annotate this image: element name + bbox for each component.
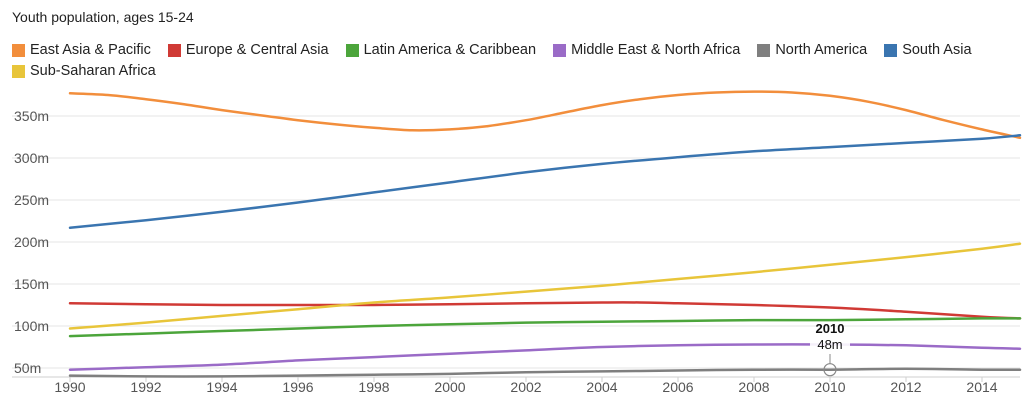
legend-swatch [553, 44, 567, 57]
x-tick-label: 2012 [890, 379, 921, 395]
tooltip-year: 2010 [816, 321, 845, 336]
legend-label: Europe & Central Asia [185, 42, 329, 58]
legend-item-latin-america-caribbean[interactable]: Latin America & Caribbean [345, 40, 537, 61]
y-tick-label: 350m [14, 108, 49, 124]
x-tick-label: 2014 [966, 379, 997, 395]
legend-label: South Asia [902, 42, 972, 58]
series-line-south-asia[interactable] [68, 134, 1022, 229]
chart-title: Youth population, ages 15-24 [12, 9, 194, 25]
legend-label: North America [775, 42, 868, 58]
y-tick-label: 300m [14, 150, 49, 166]
legend-label: Middle East & North Africa [571, 42, 741, 58]
tooltip-value: 48m [817, 337, 842, 352]
legend-swatch [12, 65, 25, 78]
legend-item-middle-east-north-africa[interactable]: Middle East & North Africa [553, 40, 740, 61]
y-tick-label: 250m [14, 192, 49, 208]
series-line-europe-central-asia[interactable] [68, 301, 1022, 320]
series-line-latin-america-caribbean[interactable] [68, 317, 1022, 338]
series-line-sub-saharan-africa[interactable] [68, 242, 1022, 330]
legend-label: Latin America & Caribbean [363, 42, 537, 58]
legend-item-europe-central-asia[interactable]: Europe & Central Asia [167, 40, 329, 61]
legend-swatch [884, 44, 898, 57]
y-tick-label: 100m [14, 318, 49, 334]
y-tick-label: 50m [14, 360, 41, 376]
hover-marker[interactable] [823, 363, 837, 377]
legend-item-sub-saharan-africa[interactable]: Sub-Saharan Africa [12, 61, 156, 82]
x-tick-label: 2002 [510, 379, 541, 395]
legend-swatch [345, 44, 359, 57]
legend-label: East Asia & Pacific [30, 42, 151, 58]
series-line-east-asia-pacific[interactable] [68, 90, 1022, 140]
legend-swatch [12, 44, 25, 57]
series-line-north-america[interactable] [68, 367, 1022, 378]
x-tick-label: 1998 [358, 379, 389, 395]
x-tick-label: 2006 [662, 379, 693, 395]
chart-legend: East Asia & Pacific Europe & Central Asia… [12, 40, 1022, 82]
x-tick-label: 2000 [434, 379, 465, 395]
x-tick-label: 2004 [586, 379, 617, 395]
x-tick-label: 2010 [814, 379, 845, 395]
series-line-middle-east-north-africa[interactable] [68, 343, 1022, 371]
x-tick-label: 1992 [130, 379, 161, 395]
legend-label: Sub-Saharan Africa [30, 63, 156, 79]
legend-swatch [757, 44, 771, 57]
x-tick-label: 2008 [738, 379, 769, 395]
x-tick-label: 1996 [282, 379, 313, 395]
x-tick-label: 1990 [54, 379, 85, 395]
y-tick-label: 150m [14, 276, 49, 292]
legend-item-south-asia[interactable]: South Asia [884, 40, 972, 61]
legend-item-east-asia-pacific[interactable]: East Asia & Pacific [12, 40, 151, 61]
x-tick-label: 1994 [206, 379, 237, 395]
legend-swatch [167, 44, 181, 57]
legend-item-north-america[interactable]: North America [757, 40, 867, 61]
tooltip-value-bg [810, 336, 850, 352]
y-tick-label: 200m [14, 234, 49, 250]
